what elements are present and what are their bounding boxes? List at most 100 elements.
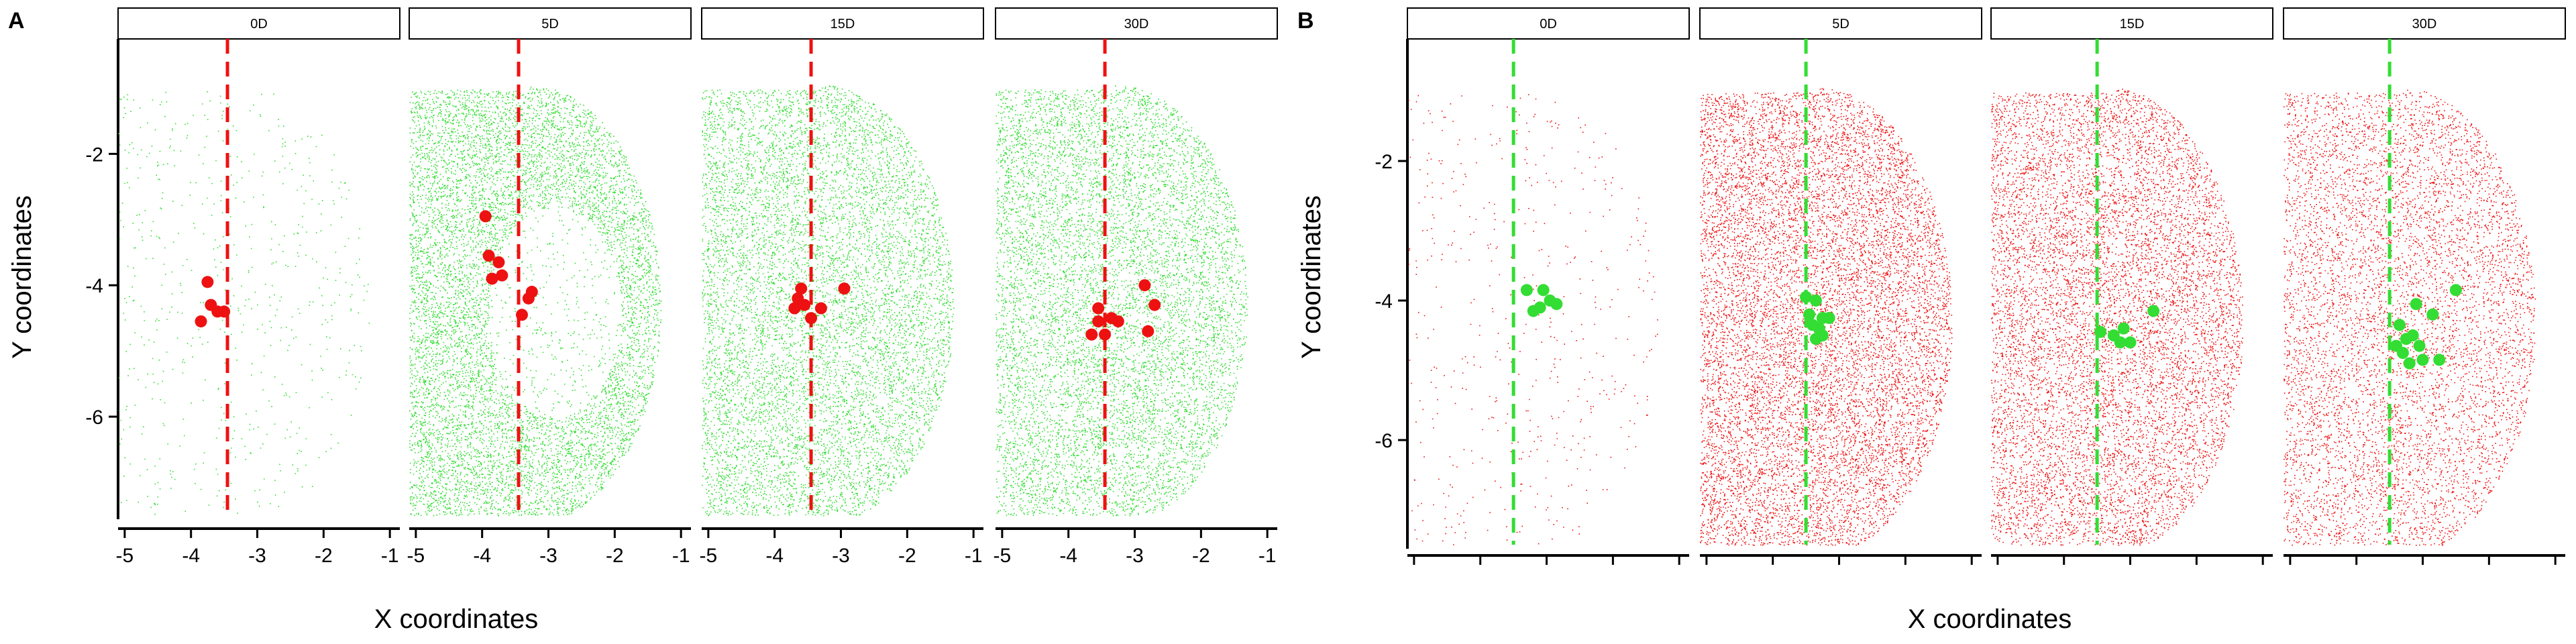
facet-15d: 15D -5 -4 -3 -2 -1	[700, 7, 984, 567]
highlight-point	[486, 272, 498, 285]
x-tick-label: -3	[832, 545, 850, 567]
highlight-point	[2410, 298, 2422, 311]
y-tick-label: -4	[85, 275, 103, 297]
highlight-point	[805, 312, 818, 325]
highlight-point	[492, 256, 505, 268]
highlight-point	[195, 315, 207, 328]
x-axis-title: X coordinates	[374, 604, 539, 634]
facet-strip	[1407, 7, 1690, 40]
highlight-point	[522, 292, 535, 305]
y-tick-label: -6	[85, 407, 103, 429]
x-tick-label: -5	[407, 545, 425, 567]
highlight-point	[1550, 298, 1563, 311]
x-tick-label: -3	[1126, 545, 1144, 567]
y-axis-title: Y coordinates	[7, 195, 37, 359]
panel-b: B -2 -4 -6 X coordinates Y coordinates 0D 5D 15D…	[1297, 7, 2566, 634]
highlight-point	[2107, 329, 2120, 341]
highlight-point	[2400, 333, 2412, 345]
highlight-point	[479, 210, 492, 223]
highlight-point	[2094, 325, 2107, 338]
highlight-point	[2416, 354, 2429, 366]
facet-strip-label: 30D	[1124, 17, 1149, 32]
highlight-point	[1800, 290, 1813, 303]
x-tick-label: -4	[182, 545, 200, 567]
panel-letter-a: A	[8, 8, 25, 34]
facet-strip	[995, 7, 1278, 40]
facet-strip-label: 0D	[1540, 17, 1557, 32]
x-tick-label: -2	[315, 545, 333, 567]
x-tick-label: -1	[672, 545, 690, 567]
highlight-point	[1803, 308, 1816, 321]
x-tick-label: -5	[700, 545, 718, 567]
facet-30d: 30D -5 -4 -3 -2 -1	[994, 7, 1278, 567]
highlight-point	[2117, 322, 2130, 335]
facet-15d: 15D	[1990, 7, 2273, 565]
panel-letter-b: B	[1297, 8, 1314, 34]
x-tick-label: -2	[606, 545, 624, 567]
background-points	[1991, 89, 2243, 546]
y-tick-label: -6	[1375, 430, 1393, 452]
x-tick-label: -4	[765, 545, 784, 567]
panel-a: A -2 -4 -6 X coordinates Y coordinates 0D -5 -4 -…	[7, 7, 1278, 634]
facet-strip	[701, 7, 984, 40]
highlight-point	[1520, 284, 1533, 297]
x-tick-label: -2	[1192, 545, 1210, 567]
y-axis-title: Y coordinates	[1297, 195, 1326, 359]
highlight-point	[2426, 308, 2439, 321]
facet-strip-label: 5D	[1832, 17, 1849, 32]
highlight-point	[1142, 325, 1155, 337]
highlight-point	[218, 305, 231, 318]
x-tick-label: -1	[381, 545, 399, 567]
highlight-point	[1823, 312, 1835, 324]
background-points	[2284, 89, 2536, 546]
highlight-point	[798, 299, 811, 311]
facet-5d: 5D	[1699, 7, 1982, 565]
highlight-point	[2124, 336, 2137, 349]
highlight-point	[1537, 284, 1550, 297]
facet-30d: 30D	[2283, 7, 2566, 565]
facet-strip-label: 5D	[541, 17, 559, 32]
highlight-point	[201, 276, 214, 288]
facet-strip	[117, 7, 400, 40]
background-points	[1700, 88, 1953, 546]
highlight-point	[814, 302, 827, 315]
facet-0d: 0D -5 -4 -3 -2 -1	[116, 7, 400, 567]
x-tick-label: -3	[248, 545, 266, 567]
facet-strip-label: 15D	[830, 17, 855, 32]
highlight-point	[795, 282, 808, 295]
highlight-point	[1148, 299, 1161, 311]
x-tick-label: -5	[116, 545, 134, 567]
highlight-point	[516, 309, 528, 321]
highlight-point	[1092, 302, 1105, 315]
x-tick-label: -2	[898, 545, 916, 567]
highlight-point	[838, 282, 851, 295]
x-tick-label: -1	[1258, 545, 1277, 567]
facet-strip	[1699, 7, 1982, 40]
x-tick-label: -1	[965, 545, 983, 567]
highlight-point	[482, 250, 495, 262]
highlight-point	[1809, 294, 1822, 307]
x-tick-label: -4	[473, 545, 491, 567]
highlight-point	[2433, 354, 2446, 366]
highlight-point	[1112, 315, 1124, 328]
x-tick-label: -3	[539, 545, 557, 567]
highlight-point	[2403, 357, 2416, 370]
facet-strip	[1990, 7, 2273, 40]
highlight-point	[1092, 315, 1105, 328]
y-tick-label: -2	[85, 144, 103, 166]
y-tick-label: -2	[1375, 151, 1393, 173]
highlight-point	[2449, 284, 2462, 297]
highlight-point	[2390, 339, 2402, 352]
highlight-point	[2393, 319, 2406, 331]
highlight-point	[1099, 328, 1112, 341]
highlight-point	[1085, 328, 1098, 341]
x-tick-label: -4	[1059, 545, 1077, 567]
highlight-point	[1138, 279, 1151, 292]
x-axis-title: X coordinates	[1908, 604, 2072, 634]
facet-strip-label: 30D	[2412, 17, 2437, 32]
facet-5d: 5D -5 -4 -3 -2 -1	[407, 7, 692, 567]
facet-strip-label: 0D	[250, 17, 268, 32]
facet-strip	[2283, 7, 2566, 40]
y-tick-label: -4	[1375, 290, 1393, 313]
